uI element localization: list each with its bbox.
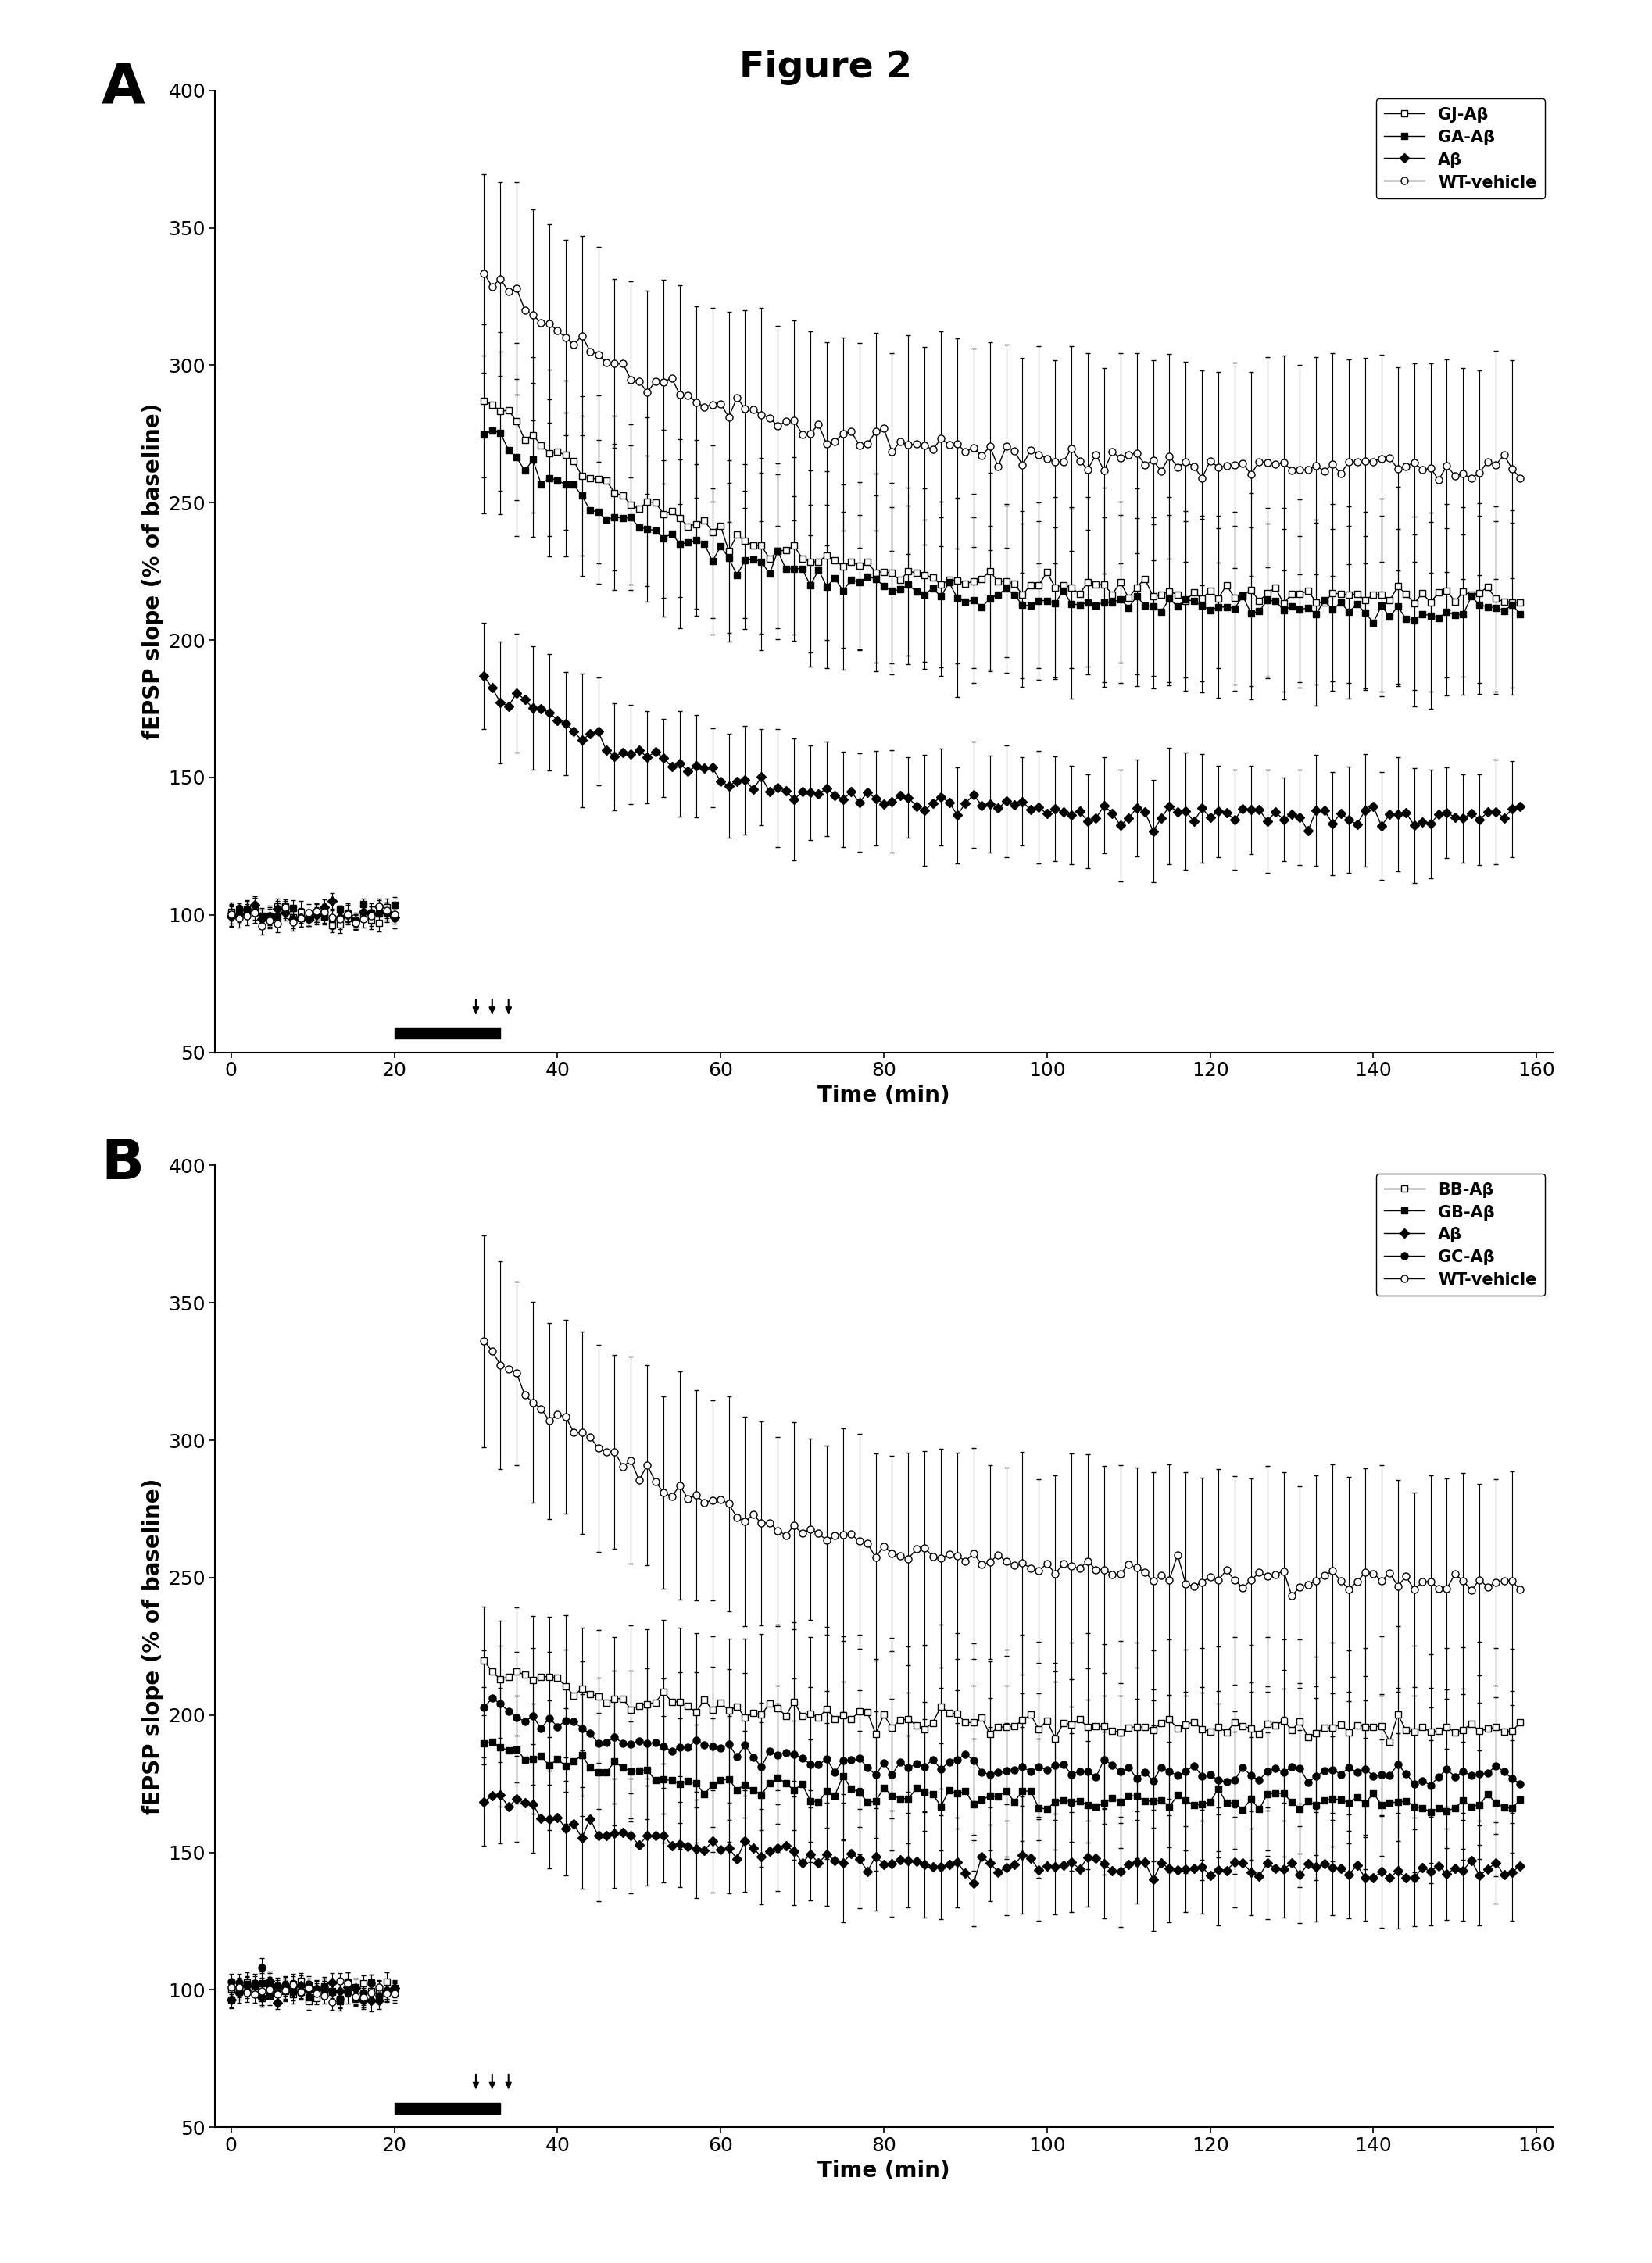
- Y-axis label: fEPSP slope (% of baseline): fEPSP slope (% of baseline): [142, 1478, 164, 1815]
- Legend: BB-Aβ, GB-Aβ, Aβ, GC-Aβ, WT-vehicle: BB-Aβ, GB-Aβ, Aβ, GC-Aβ, WT-vehicle: [1376, 1174, 1545, 1297]
- Text: A: A: [101, 61, 145, 115]
- Bar: [395, 2102, 501, 2114]
- Text: Figure 2: Figure 2: [740, 50, 912, 86]
- X-axis label: Time (min): Time (min): [818, 1084, 950, 1107]
- X-axis label: Time (min): Time (min): [818, 2159, 950, 2182]
- Text: B: B: [101, 1136, 144, 1190]
- Legend: GJ-Aβ, GA-Aβ, Aβ, WT-vehicle: GJ-Aβ, GA-Aβ, Aβ, WT-vehicle: [1376, 100, 1545, 199]
- Bar: [395, 1027, 501, 1039]
- Y-axis label: fEPSP slope (% of baseline): fEPSP slope (% of baseline): [142, 403, 164, 740]
